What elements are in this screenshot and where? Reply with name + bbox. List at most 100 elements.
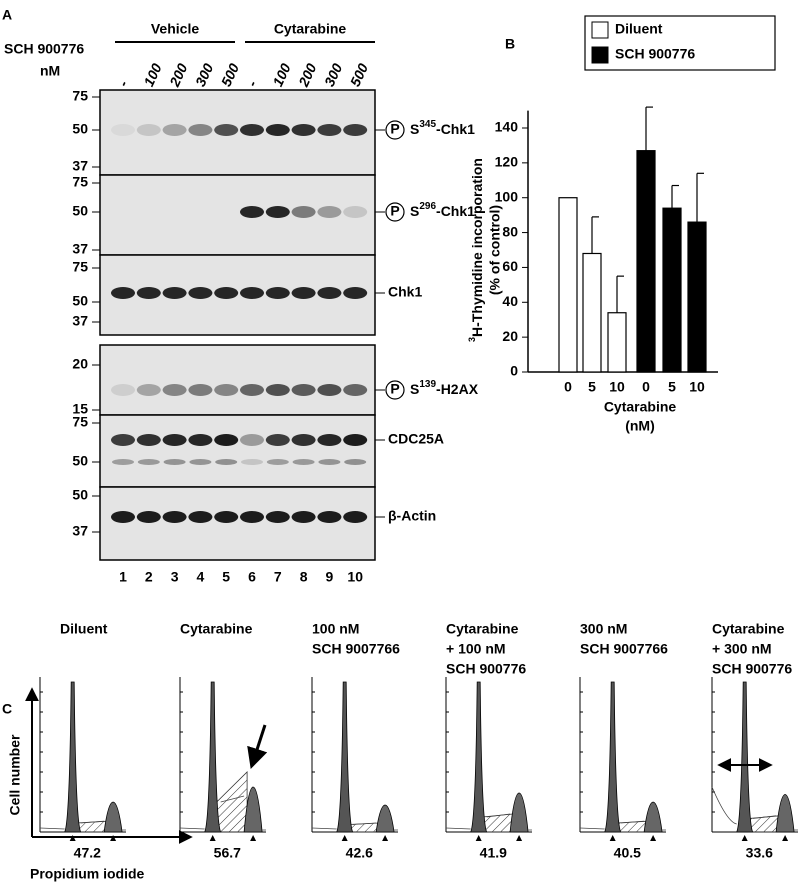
mw-marker: 50	[72, 453, 88, 469]
site: S	[410, 203, 419, 219]
blot-label: S139-H2AX	[410, 379, 479, 397]
y-axis-title: 3H-Thymidine incorporation	[467, 158, 484, 342]
x-tick-label: 0	[564, 379, 572, 395]
bar	[558, 197, 578, 373]
hist-outline	[445, 813, 532, 831]
gate-marker	[209, 835, 216, 841]
histogram-title: SCH 9007766	[312, 641, 400, 657]
hist-g1	[470, 681, 488, 833]
band	[343, 124, 368, 136]
gate-marker	[609, 835, 616, 841]
lane-number: 8	[300, 569, 308, 585]
band	[111, 124, 135, 136]
x-axis-title: Propidium iodide	[30, 866, 145, 882]
mw-marker: 37	[72, 241, 88, 257]
lane-number: 1	[119, 569, 127, 585]
blot-label: Chk1	[388, 284, 422, 300]
band	[188, 124, 213, 136]
bar	[662, 207, 682, 373]
hist-outline	[711, 786, 798, 831]
blot	[99, 414, 376, 488]
band	[162, 287, 187, 299]
lane-number: 5	[222, 569, 230, 585]
band	[214, 511, 239, 523]
hist-g2	[243, 786, 263, 833]
y-tick-label: 80	[502, 223, 518, 239]
percent-value: 40.5	[614, 845, 641, 861]
band	[292, 459, 315, 465]
band	[265, 384, 290, 396]
band	[240, 287, 264, 299]
panel-label: B	[505, 36, 515, 52]
band	[214, 287, 239, 299]
dose-unit: nM	[40, 63, 60, 79]
gate-marker	[382, 835, 389, 841]
band	[163, 459, 186, 465]
group-label: Vehicle	[151, 21, 199, 37]
lane-number: 10	[347, 569, 363, 585]
y-title-main: H-Thymidine incorporation	[469, 158, 485, 337]
band	[291, 511, 316, 523]
percent-value: 41.9	[480, 845, 507, 861]
phospho-circle	[385, 380, 405, 400]
blot-label: CDC25A	[388, 431, 444, 447]
histogram-title: SCH 900776	[446, 661, 526, 677]
band	[343, 287, 368, 299]
lane-number: 6	[248, 569, 256, 585]
histogram-title: Cytarabine	[180, 621, 253, 637]
band	[162, 124, 187, 136]
protein: -Chk1	[436, 121, 475, 137]
band	[215, 459, 238, 465]
legend-swatch	[591, 21, 609, 39]
blot	[99, 174, 376, 256]
band	[343, 384, 368, 396]
group-label: Cytarabine	[274, 21, 347, 37]
y-tick-label: 0	[510, 363, 518, 379]
gate-marker	[341, 835, 348, 841]
dose: 100	[140, 61, 164, 89]
band	[188, 287, 213, 299]
site-number: 139	[419, 379, 436, 390]
hist-g1	[204, 681, 222, 833]
percent-value: 47.2	[74, 845, 101, 861]
x-axis-title: Cytarabine	[604, 399, 677, 415]
bar	[582, 252, 602, 373]
band	[214, 384, 239, 396]
dose: 500	[218, 61, 242, 89]
band	[265, 511, 290, 523]
band	[240, 511, 264, 523]
band	[291, 124, 316, 136]
band	[189, 459, 212, 465]
percent-value: 42.6	[346, 845, 373, 861]
histogram-title: Cytarabine	[446, 621, 519, 637]
band	[317, 511, 342, 523]
band	[265, 287, 290, 299]
dose-label: SCH 900776	[4, 41, 84, 57]
lane-number: 9	[326, 569, 334, 585]
band	[240, 124, 264, 136]
mw-marker: 50	[72, 487, 88, 503]
band	[291, 287, 316, 299]
hist-outline	[311, 822, 398, 831]
band	[291, 206, 316, 218]
band	[188, 434, 213, 446]
y-title-sup: 3	[467, 337, 477, 342]
hist-g1	[604, 681, 622, 833]
band	[266, 459, 289, 465]
histogram-title: Cytarabine	[712, 621, 785, 637]
histogram-title: + 300 nM	[712, 641, 772, 657]
phospho: P	[390, 203, 399, 219]
mw-marker: 37	[72, 313, 88, 329]
blot	[99, 344, 376, 416]
band	[111, 384, 135, 396]
gate-marker	[69, 835, 76, 841]
site: S	[410, 121, 419, 137]
band	[317, 384, 342, 396]
mw-marker: 75	[72, 174, 88, 190]
hist-g2	[509, 792, 529, 833]
y-tick-label: 60	[502, 258, 518, 274]
annotation-arrow	[247, 724, 268, 769]
lane-number: 3	[171, 569, 179, 585]
site-number: 296	[419, 201, 436, 212]
histogram-title: + 100 nM	[446, 641, 506, 657]
